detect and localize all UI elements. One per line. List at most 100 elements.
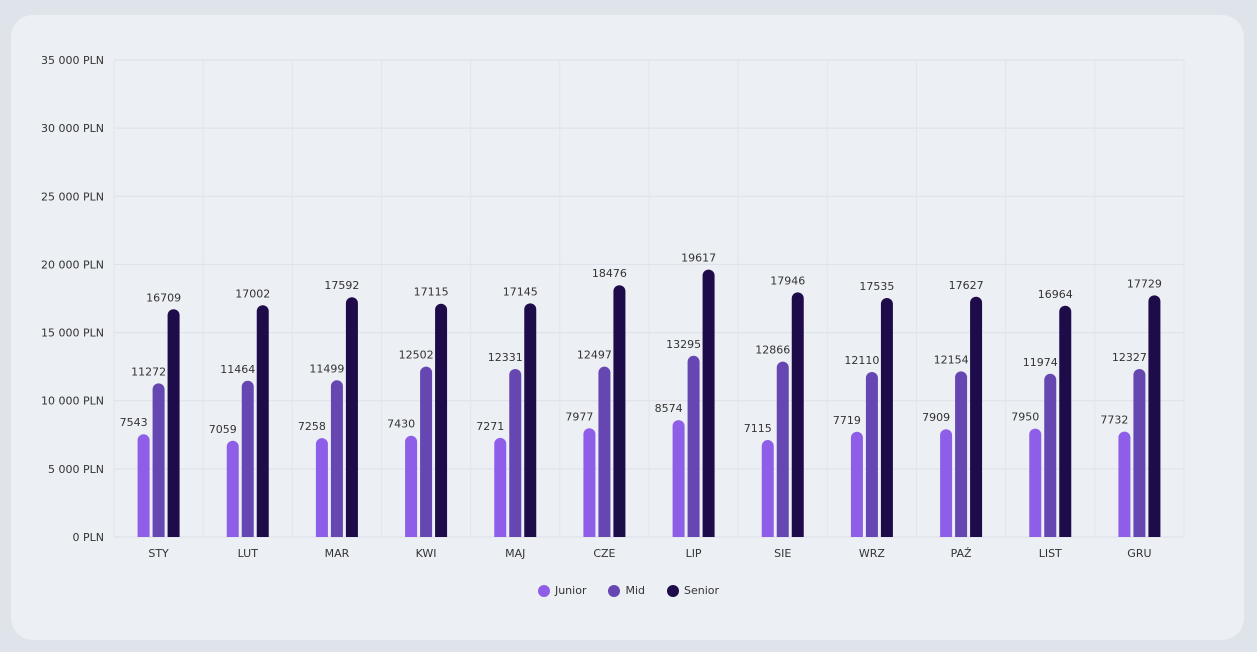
data-label: 11974 [1023,356,1058,369]
bar-senior-sty[interactable] [167,309,180,537]
bar-mid-kwi[interactable] [420,366,433,537]
bar-senior-gru[interactable] [1148,295,1161,537]
y-tick-label: 35 000 PLN [41,54,104,67]
data-label: 7271 [476,420,504,433]
data-label: 16709 [146,291,181,304]
legend-item-junior[interactable]: Junior [537,584,587,597]
x-tick-label: GRU [1127,547,1151,560]
data-label: 12327 [1112,351,1147,364]
legend-swatch-mid [608,584,621,597]
bar-senior-cze[interactable] [613,285,626,537]
legend-item-senior[interactable]: Senior [667,584,719,597]
bar-mid-mar[interactable] [330,380,343,537]
bar-mid-sie[interactable] [776,361,789,537]
data-label: 17145 [503,285,538,298]
data-label: 7732 [1100,414,1128,427]
bar-senior-maj[interactable] [524,303,537,537]
bar-mid-paź[interactable] [955,371,968,537]
bar-junior-wrz[interactable] [850,431,863,537]
y-tick-label: 5 000 PLN [48,463,104,476]
bar-junior-lip[interactable] [672,420,685,537]
x-tick-label: LIP [686,547,702,560]
x-tick-label: LUT [238,547,259,560]
data-label: 12331 [488,351,523,364]
data-label: 19617 [681,252,716,265]
bar-mid-maj[interactable] [509,368,522,537]
bar-mid-wrz[interactable] [865,371,878,537]
legend-swatch-junior [537,584,550,597]
bar-senior-paź[interactable] [970,296,983,537]
data-label: 7115 [744,422,772,435]
bar-mid-sty[interactable] [152,383,165,537]
data-label: 12497 [577,349,612,362]
bar-senior-lut[interactable] [256,305,269,537]
bar-senior-lip[interactable] [702,269,715,537]
data-label: 12866 [755,344,790,357]
bar-junior-sty[interactable] [137,434,150,537]
x-tick-label: LIST [1039,547,1062,560]
x-tick-label: STY [148,547,169,560]
y-tick-label: 25 000 PLN [41,190,104,203]
data-labels: 7543 11272 16709 7059 11464 17002 7258 11499 175… [120,252,1162,436]
data-label: 7950 [1011,411,1039,424]
legend-label-junior: Junior [554,584,587,597]
x-tick-label: WRZ [859,547,886,560]
data-label: 17592 [324,279,359,292]
data-label: 11464 [220,363,255,376]
legend-swatch-senior [667,584,679,597]
bar-senior-mar[interactable] [345,297,358,537]
y-tick-label: 30 000 PLN [41,122,104,135]
data-label: 7543 [120,416,148,429]
bar-senior-wrz[interactable] [880,298,893,537]
bar-mid-list[interactable] [1044,373,1057,537]
x-tick-label: MAR [325,547,350,560]
bar-mid-lip[interactable] [687,355,700,537]
x-tick-label: SIE [774,547,791,560]
x-tick-label: PAŹ [951,547,972,560]
bar-senior-kwi[interactable] [435,303,448,537]
x-tick-label: KWI [416,547,437,560]
legend: Junior Mid Senior [0,584,1257,597]
bar-junior-cze[interactable] [583,428,596,537]
bar-senior-list[interactable] [1059,305,1072,537]
bar-senior-sie[interactable] [791,292,804,537]
bar-junior-maj[interactable] [494,437,507,537]
data-label: 17729 [1127,277,1162,290]
x-tick-label: MAJ [505,547,525,560]
y-tick-label: 0 PLN [73,531,105,544]
data-label: 7719 [833,414,861,427]
x-tick-label: CZE [593,547,615,560]
data-label: 11499 [309,362,344,375]
legend-label-mid: Mid [625,584,645,597]
bar-junior-list[interactable] [1029,428,1042,537]
legend-item-mid[interactable]: Mid [608,584,645,597]
bar-junior-sie[interactable] [761,440,774,537]
data-label: 17002 [235,287,270,300]
data-label: 7430 [387,418,415,431]
data-label: 16964 [1038,288,1073,301]
data-label: 18476 [592,267,627,280]
data-label: 17946 [770,274,805,287]
bar-junior-paź[interactable] [940,429,953,537]
data-label: 7977 [565,410,593,423]
y-tick-label: 20 000 PLN [41,258,104,271]
bar-junior-lut[interactable] [226,440,239,537]
data-label: 7909 [922,411,950,424]
bar-junior-kwi[interactable] [405,435,418,537]
bars [137,269,1161,537]
bar-junior-mar[interactable] [315,438,328,537]
data-label: 17535 [859,280,894,293]
data-label: 8574 [655,402,683,415]
y-tick-label: 15 000 PLN [41,327,104,340]
data-label: 12154 [934,353,969,366]
data-label: 17115 [414,286,449,299]
bar-mid-gru[interactable] [1133,369,1146,537]
data-label: 12110 [844,354,879,367]
bar-mid-cze[interactable] [598,366,611,537]
x-axis-ticks: STY LUT MAR KWI MAJ CZE LIP SIE WRZ PAŹ LIST GRU [148,547,1151,560]
bar-junior-gru[interactable] [1118,431,1131,537]
data-label: 7258 [298,420,326,433]
y-axis-ticks: 0 PLN 5 000 PLN 10 000 PLN 15 000 PLN 20 000… [41,54,104,544]
bar-mid-lut[interactable] [241,380,254,537]
